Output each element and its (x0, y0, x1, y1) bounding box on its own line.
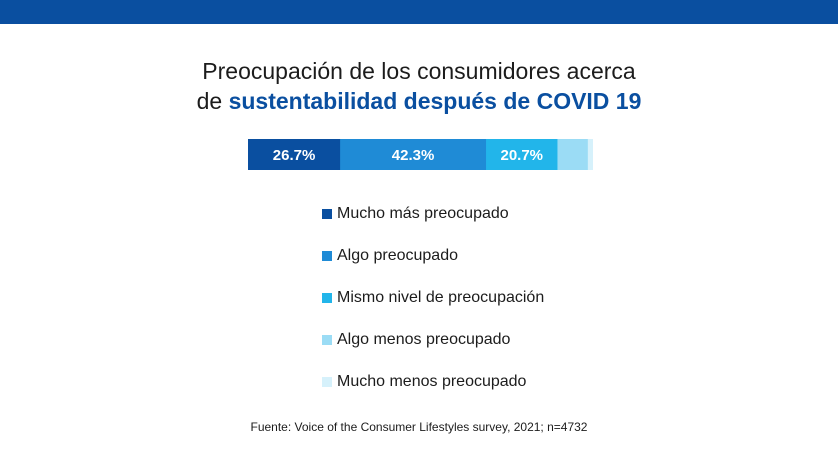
bar-data-label-3: 20.7% (500, 147, 543, 164)
legend-swatch-2 (322, 251, 332, 261)
legend-swatch-5 (322, 377, 332, 387)
legend-label-4: Algo menos preocupado (337, 331, 511, 348)
bar-segment-3 (486, 139, 558, 170)
source-note: Fuente: Voice of the Consumer Lifestyles… (250, 420, 588, 434)
legend-swatch-3 (322, 293, 332, 303)
bar-segment-5 (587, 139, 593, 170)
legend-swatch-4 (322, 335, 332, 345)
legend-label-1: Mucho más preocupado (337, 205, 509, 222)
legend-label-2: Algo preocupado (337, 247, 458, 264)
legend-swatch-1 (322, 209, 332, 219)
chart-title-line2: de sustentabilidad después de COVID 19 (0, 86, 838, 116)
chart-title-line1: Preocupación de los consumidores acerca (202, 58, 636, 84)
bar-segment-1 (248, 139, 341, 170)
bar-data-label-1: 26.7% (273, 147, 316, 164)
stacked-bar-chart: 26.7% 42.3% 20.7% (248, 139, 593, 170)
chart-title-highlight: sustentabilidad después de COVID 19 (228, 88, 642, 114)
chart-title-prefix: de (196, 88, 229, 114)
header-bar (0, 0, 838, 24)
bar-segment-2 (340, 139, 487, 170)
legend-label-5: Mucho menos preocupado (337, 373, 527, 390)
chart-title: Preocupación de los consumidores acerca … (0, 56, 838, 116)
bar-data-label-2: 42.3% (392, 147, 435, 164)
bar-segment-4 (557, 139, 589, 170)
legend-label-3: Mismo nivel de preocupación (337, 289, 545, 306)
